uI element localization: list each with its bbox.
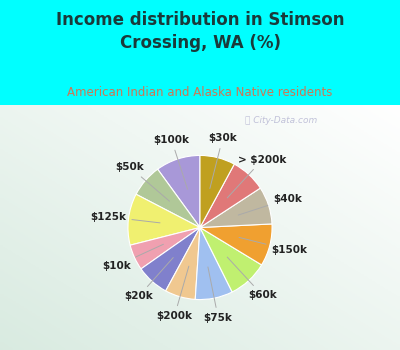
Wedge shape (200, 155, 234, 228)
Text: $125k: $125k (90, 212, 160, 223)
Text: American Indian and Alaska Native residents: American Indian and Alaska Native reside… (67, 86, 333, 99)
Text: $30k: $30k (208, 133, 237, 189)
Wedge shape (136, 169, 200, 228)
Text: $100k: $100k (154, 135, 190, 189)
Text: $150k: $150k (239, 237, 308, 255)
Text: $200k: $200k (156, 266, 192, 321)
Text: $10k: $10k (102, 244, 164, 271)
Wedge shape (158, 155, 200, 228)
Wedge shape (166, 228, 200, 299)
Wedge shape (200, 228, 262, 292)
Text: $40k: $40k (238, 194, 302, 215)
Text: > $200k: > $200k (227, 155, 287, 198)
Wedge shape (130, 228, 200, 269)
Text: Income distribution in Stimson
Crossing, WA (%): Income distribution in Stimson Crossing,… (56, 12, 344, 51)
Text: $75k: $75k (204, 267, 233, 323)
Wedge shape (195, 228, 232, 300)
Text: $20k: $20k (124, 258, 173, 301)
Wedge shape (200, 224, 272, 265)
Text: $50k: $50k (116, 162, 170, 201)
Text: ⓘ City-Data.com: ⓘ City-Data.com (245, 116, 317, 125)
Wedge shape (128, 194, 200, 245)
Text: $60k: $60k (227, 257, 277, 300)
Wedge shape (200, 164, 260, 228)
Wedge shape (200, 188, 272, 228)
Wedge shape (141, 228, 200, 291)
